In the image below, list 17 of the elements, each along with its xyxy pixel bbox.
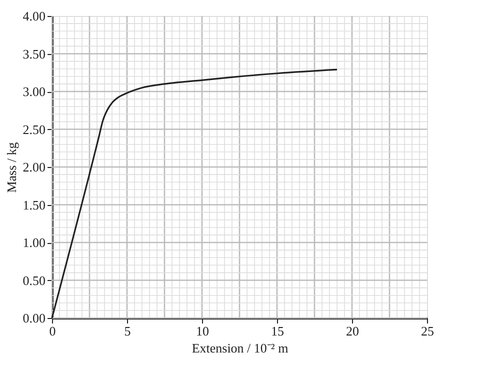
x-tick-label: 15	[271, 324, 284, 338]
y-tick-label: 1.50	[22, 197, 46, 212]
x-tick-label: 20	[346, 324, 359, 338]
y-tick-label: 1.00	[22, 235, 46, 250]
y-tick-label: 3.50	[22, 46, 46, 62]
y-tick-label: 0.00	[22, 310, 46, 326]
x-tick-label: 10	[196, 324, 209, 338]
y-axis-title: Mass / kg	[4, 142, 19, 193]
y-tick-label: 2.00	[22, 160, 46, 174]
y-tick-label: 2.50	[22, 122, 46, 137]
x-tick-label: 5	[124, 324, 131, 338]
x-axis-title: Extension / 10⁻² m	[192, 340, 288, 356]
y-tick-label: 4.00	[22, 8, 46, 24]
y-tick-label: 3.00	[22, 84, 46, 99]
x-tick-label: 25	[421, 324, 434, 338]
x-tick-label: 0	[49, 324, 56, 338]
y-tick-label: 0.50	[22, 272, 46, 288]
